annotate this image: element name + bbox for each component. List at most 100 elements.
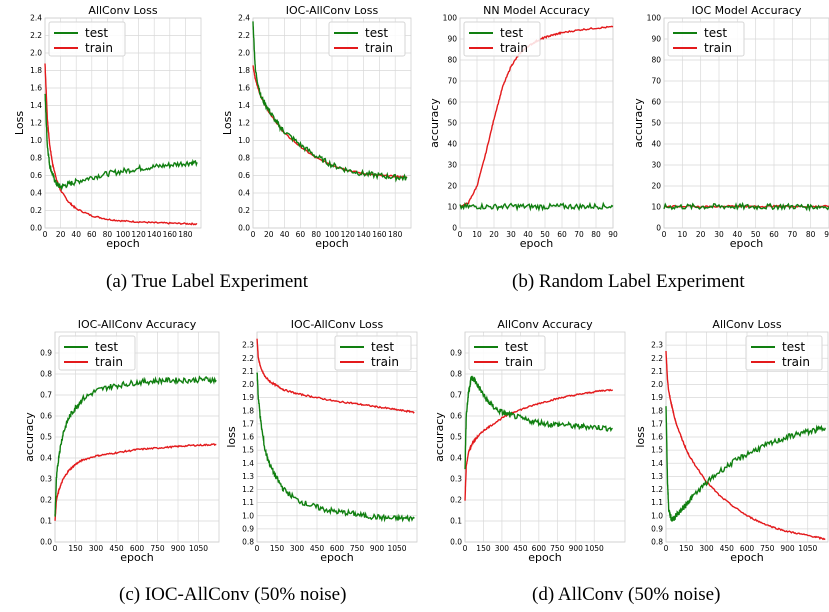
x-tick-label: 0 — [255, 544, 260, 553]
x-tick-label: 450 — [720, 544, 735, 553]
y-tick-label: 2.4 — [238, 14, 250, 23]
x-tick-label: 70 — [574, 230, 584, 239]
x-tick-label: 0 — [53, 544, 58, 553]
y-tick-label: 0.2 — [40, 496, 52, 505]
x-tick-label: 10 — [472, 230, 482, 239]
caption-d: (d) AllConv (50% noise) — [532, 584, 721, 605]
y-tick-label: 0.9 — [450, 349, 462, 358]
chart-panel-5: 0 150 300 450 600 750 900 1050 0.0 0.1 0.2 0.3 0.4 0.… — [23, 318, 220, 564]
x-tick-label: 140 — [147, 230, 162, 239]
x-tick-label: 750 — [350, 544, 365, 553]
x-tick-label: 0 — [664, 544, 669, 553]
series-line-test — [256, 372, 415, 523]
legend-label-test: test — [704, 26, 727, 40]
caption-b: (b) Random Label Experiment — [512, 271, 745, 292]
y-tick-label: 2.3 — [651, 341, 663, 350]
y-tick-label: 0.2 — [30, 206, 42, 215]
x-tick-label: 600 — [330, 544, 345, 553]
y-tick-label: 90 — [447, 35, 457, 44]
x-tick-label: 40 — [71, 230, 81, 239]
x-tick-label: 40 — [280, 230, 290, 239]
x-tick-label: 900 — [569, 544, 584, 553]
chart-title: IOC Model Accuracy — [692, 4, 802, 17]
x-tick-label: 30 — [506, 230, 516, 239]
y-tick-label: 1.1 — [242, 498, 254, 507]
y-tick-label: 10 — [447, 203, 457, 212]
y-tick-label: 2.4 — [30, 14, 42, 23]
y-tick-label: 1.0 — [242, 511, 254, 520]
chart-panel-1: 0 20 40 60 80 100 120 140 160 180 0.0 0.2 0.4 0.6 0.8 1… — [13, 4, 202, 250]
y-tick-label: 2.1 — [651, 367, 663, 376]
x-tick-label: 60 — [769, 230, 779, 239]
x-tick-label: 900 — [370, 544, 385, 553]
y-tick-label: 1.4 — [242, 459, 254, 468]
y-tick-label: 30 — [651, 161, 661, 170]
y-tick-label: 1.7 — [651, 419, 663, 428]
x-tick-label: 1050 — [585, 544, 604, 553]
x-tick-label: 40 — [523, 230, 533, 239]
y-tick-label: 1.1 — [651, 498, 663, 507]
x-tick-label: 300 — [699, 544, 714, 553]
x-axis-label: epoch — [730, 551, 764, 564]
y-tick-label: 1.3 — [651, 472, 663, 481]
x-tick-label: 120 — [131, 230, 146, 239]
series-line-test — [54, 375, 217, 517]
y-tick-label: 0 — [656, 224, 661, 233]
y-tick-label: 0.8 — [30, 154, 42, 163]
plot-frame — [663, 17, 829, 229]
y-tick-label: 0.0 — [450, 538, 462, 547]
y-tick-label: 1.6 — [242, 433, 254, 442]
x-tick-label: 450 — [513, 544, 528, 553]
y-tick-label: 2.1 — [242, 367, 254, 376]
y-tick-label: 0.6 — [238, 171, 250, 180]
x-axis-label: epoch — [528, 551, 562, 564]
y-tick-label: 0.9 — [242, 524, 254, 533]
x-tick-label: 20 — [489, 230, 499, 239]
x-tick-label: 50 — [540, 230, 550, 239]
x-tick-label: 1050 — [387, 544, 406, 553]
x-tick-label: 900 — [780, 544, 795, 553]
y-tick-label: 2.2 — [242, 354, 254, 363]
y-tick-label: 40 — [651, 140, 661, 149]
x-tick-label: 90 — [824, 230, 829, 239]
chart-panel-4: 0 10 20 30 40 50 60 70 80 90 0 10 20 30 40 50 60 70 80 90 10… — [632, 4, 829, 250]
x-tick-label: 180 — [388, 230, 403, 239]
x-tick-label: 0 — [458, 230, 463, 239]
y-tick-label: 1.9 — [651, 393, 663, 402]
y-tick-label: 1.2 — [30, 119, 42, 128]
y-tick-label: 0.9 — [40, 349, 52, 358]
y-tick-label: 1.4 — [651, 459, 663, 468]
legend-label-train: train — [371, 355, 399, 369]
series-line-train — [54, 443, 217, 521]
y-tick-label: 80 — [651, 56, 661, 65]
chart-title: AllConv Loss — [712, 318, 781, 331]
y-tick-label: 0.8 — [450, 370, 462, 379]
y-tick-label: 100 — [443, 14, 458, 23]
y-axis-label: accuracy — [23, 412, 36, 462]
y-tick-label: 0.4 — [30, 189, 42, 198]
y-tick-label: 1.8 — [242, 406, 254, 415]
x-tick-label: 120 — [341, 230, 356, 239]
x-tick-label: 10 — [678, 230, 688, 239]
plot-frame — [256, 331, 418, 543]
y-tick-label: 30 — [447, 161, 457, 170]
x-tick-label: 0 — [43, 230, 48, 239]
y-tick-label: 0 — [452, 224, 457, 233]
y-tick-label: 0.0 — [30, 224, 42, 233]
x-tick-label: 180 — [178, 230, 193, 239]
legend-label-train: train — [95, 355, 123, 369]
y-tick-label: 1.2 — [651, 485, 663, 494]
y-tick-label: 0.5 — [40, 433, 52, 442]
y-tick-label: 0.4 — [40, 454, 52, 463]
x-tick-label: 90 — [608, 230, 618, 239]
y-tick-label: 0.6 — [450, 412, 462, 421]
y-axis-label: Loss — [221, 111, 234, 135]
x-tick-label: 150 — [270, 544, 285, 553]
y-tick-label: 1.0 — [238, 136, 250, 145]
y-tick-label: 50 — [651, 119, 661, 128]
y-tick-label: 0.7 — [450, 391, 462, 400]
x-tick-label: 600 — [532, 544, 547, 553]
x-axis-label: epoch — [106, 237, 140, 250]
y-tick-label: 0.4 — [238, 189, 250, 198]
